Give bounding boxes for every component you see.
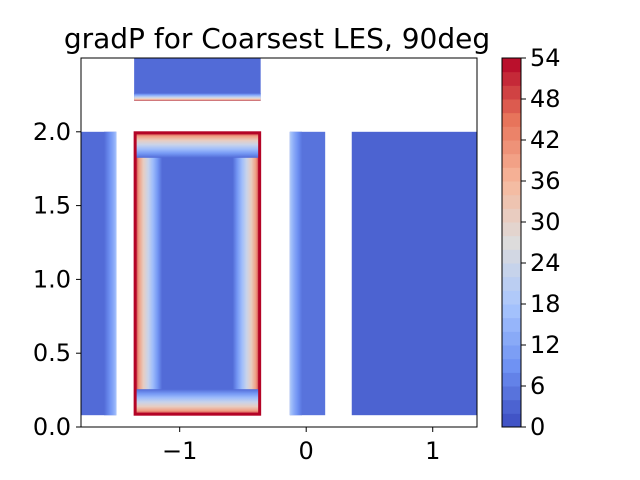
contour-region-right-block	[351, 131, 477, 416]
colorbar-level	[502, 222, 521, 237]
region-edge-right	[232, 131, 261, 416]
colorbar-tick-label: 0	[530, 413, 545, 441]
colorbar-level	[502, 345, 521, 360]
region-edge-left	[134, 131, 163, 416]
colorbar-level	[502, 276, 521, 291]
colorbar-level	[502, 126, 521, 141]
colorbar-tick-label: 48	[530, 85, 561, 113]
colorbar-tick-label: 24	[530, 249, 561, 277]
region-edge-bottom	[134, 389, 261, 416]
colorbar-level	[502, 71, 521, 86]
colorbar-level	[502, 112, 521, 127]
y-axis: 0.0 0.5 1.0 1.5 2.0	[33, 118, 81, 441]
colorbar-level	[502, 399, 521, 414]
colorbar-tick-label: 36	[530, 167, 561, 195]
colorbar-tick-label: 12	[530, 331, 561, 359]
y-tick-label: 1.5	[33, 192, 71, 220]
x-tick-label: 0	[299, 437, 314, 465]
x-axis: −1 0 1	[162, 427, 440, 465]
colorbar-tick-label: 30	[530, 208, 561, 236]
colorbar-level	[502, 290, 521, 305]
colorbar-level	[502, 249, 521, 264]
colorbar: 0 6 12 18 24 30 36 42 48 54	[501, 44, 561, 441]
region-fill	[351, 131, 477, 416]
plot-frame	[80, 57, 478, 428]
colorbar-level	[502, 167, 521, 182]
colorbar-level	[502, 386, 521, 401]
colorbar-level	[502, 85, 521, 100]
y-tick-label: 0.0	[33, 413, 71, 441]
colorbar-level	[502, 194, 521, 209]
colorbar-level	[502, 153, 521, 168]
colorbar-level	[502, 99, 521, 114]
y-tick-label: 1.0	[33, 265, 71, 293]
colorbar-level	[502, 317, 521, 332]
y-tick-label: 0.5	[33, 339, 71, 367]
colorbar-frame	[501, 57, 522, 428]
colorbar-level	[502, 208, 521, 223]
chart-title: gradP for Coarsest LES, 90deg	[64, 22, 490, 55]
region-rim	[133, 131, 262, 416]
y-tick-label: 2.0	[33, 118, 71, 146]
colorbar-level	[502, 263, 521, 278]
colorbar-tick-label: 42	[530, 126, 561, 154]
contour-region-center-left-block	[133, 131, 262, 416]
colorbar-level	[502, 58, 521, 73]
x-tick-label: 1	[425, 437, 440, 465]
colorbar-level	[502, 358, 521, 373]
colorbar-level	[502, 413, 521, 428]
colorbar-level	[502, 235, 521, 250]
region-edge-bottom	[134, 93, 261, 101]
colorbar-level	[502, 304, 521, 319]
colorbar-level	[502, 181, 521, 196]
plot-axes	[80, 57, 478, 428]
region-edge-top	[134, 131, 261, 158]
colorbar-tick-label: 6	[530, 372, 545, 400]
contour-region-middle-strip	[289, 131, 326, 416]
colorbar-level	[502, 372, 521, 387]
region-edge-right	[104, 131, 117, 416]
contour-region-left-strip	[81, 131, 117, 416]
colorbar-level	[502, 331, 521, 346]
colorbar-level	[502, 140, 521, 155]
x-tick-label: −1	[162, 437, 197, 465]
colorbar-tick-label: 54	[530, 44, 561, 72]
colorbar-tick-label: 18	[530, 290, 561, 318]
plot-area	[81, 58, 477, 416]
contour-region-top-block	[134, 58, 261, 101]
region-edge-left	[289, 131, 303, 416]
